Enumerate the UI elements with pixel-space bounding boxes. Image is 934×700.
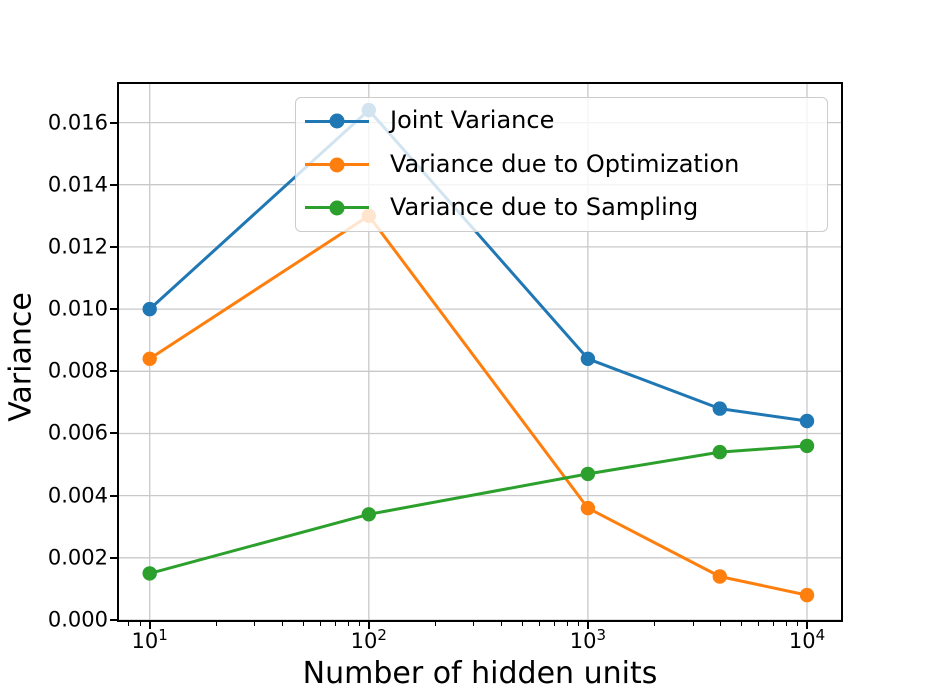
x-tick-mark-minor <box>254 622 256 626</box>
y-tick-mark <box>110 556 117 559</box>
legend-item-variance-optimization: Variance due to Optimization <box>305 145 827 185</box>
x-tick-mark-minor <box>320 622 322 626</box>
y-tick-mark <box>110 121 117 124</box>
series-marker-0 <box>799 413 815 429</box>
plot-area: Joint Variance Variance due to Optimizat… <box>117 82 843 622</box>
y-tick-mark <box>110 494 117 497</box>
legend-marker-icon <box>329 200 345 216</box>
legend-line-sample <box>305 113 369 129</box>
y-tick-mark <box>110 619 117 621</box>
y-tick-label: 0.000 <box>47 607 108 632</box>
series-marker-1 <box>580 500 596 516</box>
x-tick-mark-minor <box>281 622 283 626</box>
series-marker-0 <box>712 401 727 416</box>
y-tick-mark <box>110 245 117 248</box>
x-tick-mark-minor <box>334 622 336 626</box>
x-tick-mark-minor <box>773 622 775 626</box>
x-tick-label: 101 <box>131 626 168 653</box>
legend-marker-icon <box>329 157 345 172</box>
x-tick-mark-minor <box>554 622 555 626</box>
series-marker-0 <box>142 301 157 317</box>
x-tick-mark-minor <box>692 622 694 626</box>
y-tick-mark <box>110 432 117 435</box>
series-marker-2 <box>712 444 727 460</box>
x-tick-mark-minor <box>797 622 798 626</box>
x-tick-mark-minor <box>785 622 787 626</box>
x-tick-mark-minor <box>539 622 541 626</box>
y-tick-mark <box>110 308 117 311</box>
y-tick-mark <box>110 183 117 186</box>
x-tick-mark-major <box>806 622 809 629</box>
x-tick-mark-major <box>367 622 370 629</box>
y-tick-label: 0.006 <box>47 420 108 445</box>
x-tick-label: 103 <box>569 626 607 653</box>
x-tick-mark-minor <box>758 622 760 626</box>
series-marker-2 <box>799 438 815 454</box>
x-tick-mark-minor <box>139 622 141 626</box>
x-tick-mark-minor <box>434 622 436 626</box>
series-marker-1 <box>799 587 815 603</box>
y-tick-label: 0.012 <box>47 234 108 259</box>
series-marker-2 <box>361 507 376 522</box>
y-tick-label: 0.008 <box>47 358 108 383</box>
legend-label: Variance due to Sampling <box>390 192 699 221</box>
x-tick-mark-minor <box>577 622 579 626</box>
series-marker-0 <box>580 351 596 366</box>
legend-label: Joint Variance <box>390 106 555 135</box>
y-tick-mark <box>110 370 117 373</box>
series-marker-2 <box>142 566 157 581</box>
legend-label: Variance due to Optimization <box>390 149 740 178</box>
x-tick-mark-minor <box>473 622 475 626</box>
y-tick-label: 0.014 <box>47 172 108 197</box>
series-line-2 <box>148 444 809 575</box>
series-marker-1 <box>142 351 157 366</box>
x-tick-mark-minor <box>347 622 349 626</box>
x-tick-mark-minor <box>653 622 655 626</box>
x-axis-label: Number of hidden units <box>302 656 658 691</box>
x-tick-label: 104 <box>788 626 826 653</box>
y-tick-label: 0.002 <box>47 545 108 570</box>
legend-item-variance-sampling: Variance due to Sampling <box>305 188 827 228</box>
y-tick-label: 0.016 <box>47 110 108 135</box>
legend: Joint Variance Variance due to Optimizat… <box>295 97 828 232</box>
x-tick-mark-minor <box>215 622 217 626</box>
y-tick-label: 0.004 <box>47 483 108 508</box>
x-tick-mark-minor <box>302 622 304 626</box>
x-tick-mark-minor <box>719 622 721 626</box>
legend-line-sample <box>305 200 369 216</box>
y-tick-label: 0.010 <box>47 296 108 321</box>
legend-item-joint-variance: Joint Variance <box>305 101 827 141</box>
x-tick-mark-minor <box>358 622 360 626</box>
x-tick-mark-major <box>148 622 151 629</box>
x-tick-mark-minor <box>522 622 523 626</box>
x-tick-mark-major <box>586 622 589 629</box>
series-marker-1 <box>712 569 727 584</box>
x-tick-mark-minor <box>128 622 130 626</box>
x-tick-mark-minor <box>500 622 502 626</box>
legend-line-sample <box>305 157 369 172</box>
x-tick-mark-minor <box>566 622 568 626</box>
y-axis-label: Variance <box>3 292 39 422</box>
x-tick-mark-minor <box>741 622 743 626</box>
series-marker-2 <box>580 466 596 482</box>
legend-marker-icon <box>329 113 345 129</box>
x-tick-label: 102 <box>350 626 387 653</box>
